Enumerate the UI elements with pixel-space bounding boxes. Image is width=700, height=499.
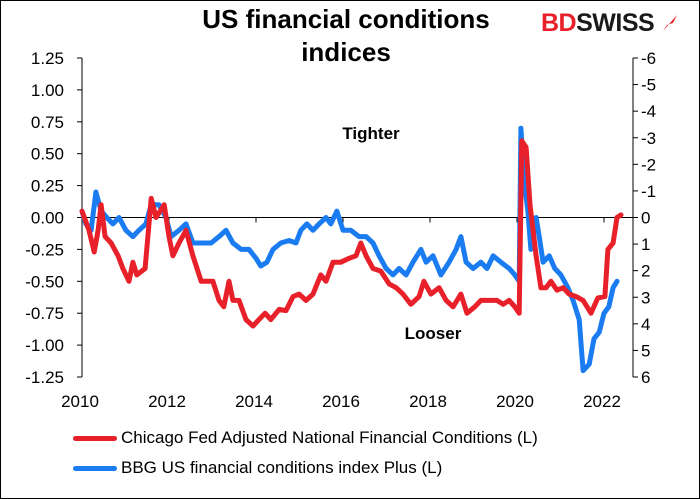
y-tick-label: 1.00 xyxy=(31,81,64,100)
y2-tick-label: 5 xyxy=(641,341,650,360)
legend-label: Chicago Fed Adjusted National Financial … xyxy=(121,428,538,447)
x-tick-label: 2012 xyxy=(148,392,186,411)
logo-bd: BD xyxy=(541,9,577,37)
y2-tick-label: -1 xyxy=(641,182,656,201)
y-tick-label: 0.00 xyxy=(31,209,64,228)
y-tick-label: -0.50 xyxy=(25,272,64,291)
x-tick-label: 2016 xyxy=(322,392,360,411)
y-tick-label: -0.75 xyxy=(25,304,64,323)
y-tick-label: -1.00 xyxy=(25,336,64,355)
legend-swatch-red xyxy=(73,435,117,441)
y2-tick-label: -6 xyxy=(641,49,656,68)
y-tick-label: 0.75 xyxy=(31,113,64,132)
y2-tick-label: 3 xyxy=(641,288,650,307)
logo-swiss: SWISS xyxy=(576,9,655,37)
chart-plot: 1.25 1.00 0.75 0.50 0.25 0.00 -0.25 -0.50 -0.75 -… xyxy=(25,49,656,411)
annotation-looser: Looser xyxy=(405,324,462,343)
x-tick-label: 2014 xyxy=(235,392,273,411)
y2-tick-label: -2 xyxy=(641,155,656,174)
x-tick-label: 2020 xyxy=(496,392,534,411)
y-tick-label: 0.50 xyxy=(31,145,64,164)
y2-tick-label: -5 xyxy=(641,76,656,95)
y2-tick-label: 6 xyxy=(641,368,650,387)
legend-swatch-blue xyxy=(73,465,117,471)
y-tick-label: -0.25 xyxy=(25,240,64,259)
legend-item-bbg: BBG US financial conditions index Plus (… xyxy=(73,458,442,478)
series-line-chicago xyxy=(79,138,624,329)
annotation-tighter: Tighter xyxy=(342,124,400,143)
y2-tick-label: -4 xyxy=(641,102,656,121)
y-tick-label: 1.25 xyxy=(31,49,64,68)
chart-title: US financial conditions indices xyxy=(171,3,521,69)
legend-item-chicago: Chicago Fed Adjusted National Financial … xyxy=(73,428,538,448)
logo-arrow-icon xyxy=(662,15,677,31)
x-tick-label: 2022 xyxy=(583,392,621,411)
y2-tick-label: 0 xyxy=(641,209,650,228)
y2-tick-label: -3 xyxy=(641,129,656,148)
bdswiss-logo: BDSWISS xyxy=(541,9,679,38)
y-tick-label: 0.25 xyxy=(31,177,64,196)
x-tick-label: 2010 xyxy=(61,392,99,411)
y2-tick-label: 1 xyxy=(641,235,650,254)
legend-label: BBG US financial conditions index Plus (… xyxy=(121,458,443,477)
y2-tick-label: 4 xyxy=(641,315,650,334)
x-tick-label: 2018 xyxy=(409,392,447,411)
y2-tick-label: 2 xyxy=(641,262,650,281)
y-tick-label: -1.25 xyxy=(25,368,64,387)
title-line-2: indices xyxy=(301,37,391,67)
title-line-1: US financial conditions xyxy=(202,4,490,34)
